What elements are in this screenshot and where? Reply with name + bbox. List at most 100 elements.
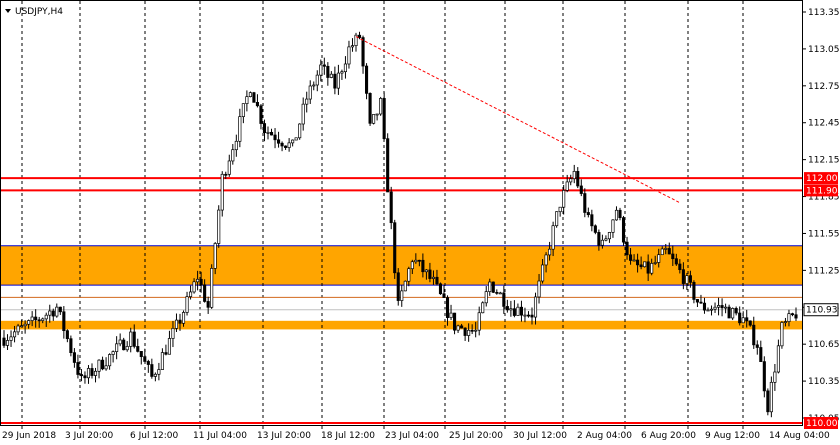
candle-body <box>13 331 17 338</box>
candle-body <box>618 209 622 219</box>
candle-body <box>157 369 161 375</box>
x-tick-label: 13 Jul 20:00 <box>257 431 311 441</box>
candle-body <box>657 254 661 263</box>
candle-body <box>653 262 657 264</box>
candle-body <box>136 346 140 352</box>
horizontal-levels <box>1 177 803 424</box>
y-tick-label: 111.25 <box>808 266 840 276</box>
y-tick-label: 113.35 <box>808 8 840 18</box>
candle-body <box>220 173 224 211</box>
candle-body <box>238 116 242 142</box>
y-tick-label: 110.35 <box>808 377 840 387</box>
candle-body <box>153 373 157 377</box>
candle-body <box>308 85 312 100</box>
candle-body <box>51 310 55 317</box>
candle-body <box>2 337 6 346</box>
candle-body <box>783 321 787 323</box>
candle-body <box>76 362 80 375</box>
trendline-line <box>355 36 681 204</box>
candle-body <box>639 264 643 268</box>
candle-body <box>86 368 91 379</box>
candle-body <box>604 238 608 241</box>
candle-body <box>762 361 766 392</box>
candle-body <box>217 209 221 244</box>
candle-body <box>386 138 390 193</box>
y-tick-label: 111.55 <box>808 229 840 239</box>
candle-body <box>453 312 457 331</box>
candle-body <box>160 352 164 370</box>
current-price-tag-label: 110.93 <box>806 306 838 316</box>
candle-body <box>706 309 710 312</box>
candle-body <box>255 102 259 107</box>
candle-body <box>365 65 369 94</box>
candle-body <box>414 259 418 263</box>
candle-body <box>305 98 309 105</box>
candle-body <box>614 209 619 221</box>
candle-body <box>759 347 763 362</box>
candle-body <box>284 145 288 148</box>
candle-body <box>709 308 714 311</box>
candle-body <box>111 351 115 355</box>
candle-body <box>382 98 386 140</box>
candle-body <box>350 45 355 48</box>
candle-body <box>213 243 217 269</box>
candle-body <box>340 71 344 74</box>
candle-body <box>431 276 435 279</box>
x-tick-label: 23 Jul 04:00 <box>385 431 439 441</box>
candle-body <box>372 114 376 124</box>
candle-body <box>206 301 210 308</box>
x-tick-label: 11 Jul 04:00 <box>193 431 247 441</box>
candle-body <box>724 306 728 309</box>
candle-body <box>463 327 467 336</box>
level-tag-2-bg <box>804 417 838 429</box>
candle-body <box>569 178 573 183</box>
candle-body <box>357 34 362 38</box>
candle-body <box>776 345 780 373</box>
candle-body <box>621 217 626 243</box>
candle-body <box>396 272 400 301</box>
candle-body <box>766 390 770 413</box>
candle-body <box>90 368 94 376</box>
chart-title: USDJPY,H4 <box>15 7 63 17</box>
candle-body <box>731 308 735 319</box>
candle-body <box>196 278 200 283</box>
candle-body <box>379 98 383 115</box>
trendline <box>355 36 681 204</box>
candle-body <box>495 291 499 294</box>
x-tick-label: 29 Jun 2018 <box>2 431 56 441</box>
candle-body <box>203 284 207 302</box>
candle-body <box>548 248 552 256</box>
candle-body <box>227 160 231 175</box>
candle-body <box>632 259 636 262</box>
candle-body <box>533 296 538 318</box>
candle-body <box>319 64 323 76</box>
candle-body <box>794 314 798 319</box>
candle-body <box>150 364 154 377</box>
candle-body <box>738 312 742 324</box>
price-tags: 112.00 111.90 110.00 110.93 <box>803 172 839 429</box>
candle-body <box>354 34 358 46</box>
candle-body <box>537 280 541 298</box>
candle-body <box>118 339 122 345</box>
candle-body <box>590 214 594 227</box>
candle-body <box>333 73 337 89</box>
candle-body <box>586 212 590 216</box>
candle-body <box>565 181 569 191</box>
candle-body <box>544 254 548 266</box>
candle-body <box>269 131 274 136</box>
candle-body <box>277 139 281 144</box>
candle-body <box>438 283 443 295</box>
candle-body <box>93 370 98 376</box>
candle-body <box>245 96 249 104</box>
candle-body <box>780 322 784 347</box>
candle-body <box>79 374 83 377</box>
candle-body <box>692 281 696 300</box>
candle-body <box>417 259 421 262</box>
candle-body <box>41 318 45 321</box>
candle-body <box>576 171 580 187</box>
candle-body <box>541 264 545 282</box>
candle-body <box>702 302 707 311</box>
candle-body <box>143 356 147 362</box>
candle-body <box>58 306 62 313</box>
dropdown-arrow-icon[interactable] <box>5 9 11 13</box>
